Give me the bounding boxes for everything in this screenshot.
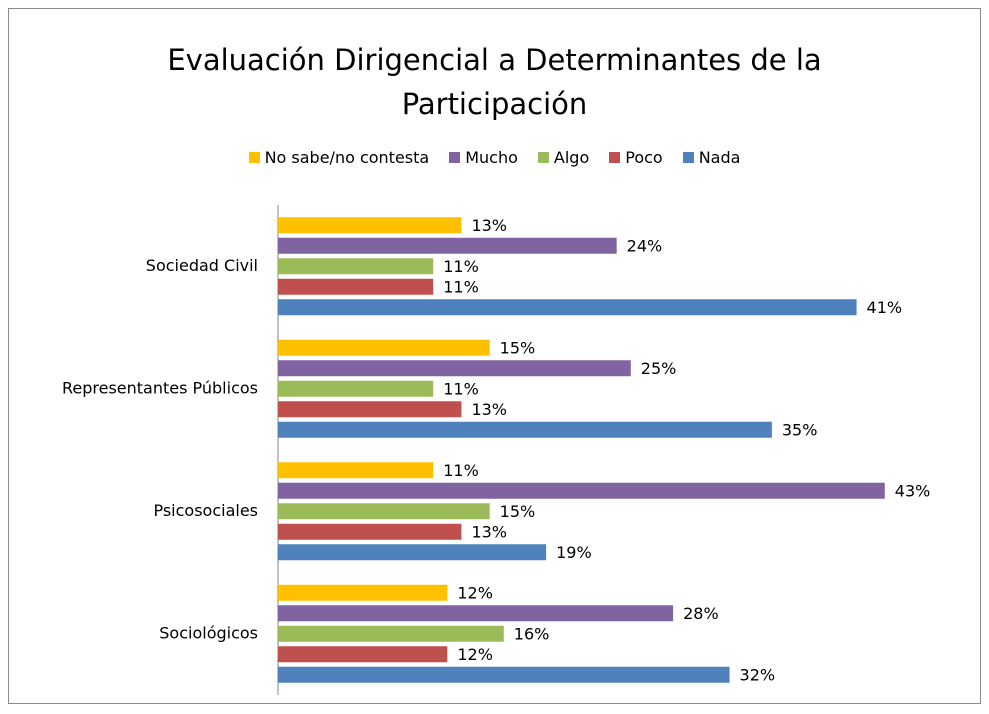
data-label: 41% bbox=[867, 298, 903, 317]
y-tick-label: Sociedad Civil bbox=[146, 256, 258, 275]
data-label: 13% bbox=[471, 216, 507, 235]
data-label: 32% bbox=[740, 665, 776, 684]
bar bbox=[278, 380, 434, 397]
data-label: 15% bbox=[500, 502, 536, 521]
bar bbox=[278, 401, 462, 418]
legend-label: No sabe/no contesta bbox=[264, 148, 430, 167]
bar bbox=[278, 523, 462, 540]
y-tick-label: Representantes Públicos bbox=[62, 378, 258, 397]
bar bbox=[278, 278, 434, 295]
data-label: 11% bbox=[443, 461, 479, 480]
data-label: 19% bbox=[556, 543, 592, 562]
y-tick-label: Psicosociales bbox=[153, 501, 258, 520]
bar bbox=[278, 584, 448, 601]
bar bbox=[278, 299, 857, 316]
bar bbox=[278, 482, 885, 499]
data-label: 15% bbox=[500, 338, 536, 357]
data-label: 12% bbox=[457, 645, 493, 664]
y-tick-label: Sociológicos bbox=[159, 623, 258, 642]
legend: No sabe/no contesta Mucho Algo Poco Nada bbox=[0, 148, 989, 167]
data-label: 28% bbox=[683, 604, 719, 623]
bar bbox=[278, 217, 462, 234]
data-label: 13% bbox=[471, 400, 507, 419]
data-label: 16% bbox=[514, 624, 550, 643]
bar bbox=[278, 625, 504, 642]
data-label: 35% bbox=[782, 420, 818, 439]
data-label: 43% bbox=[895, 481, 931, 500]
data-label: 25% bbox=[641, 359, 677, 378]
data-label: 11% bbox=[443, 257, 479, 276]
legend-label: Algo bbox=[553, 148, 590, 167]
bar bbox=[278, 462, 434, 479]
legend-item: Algo bbox=[537, 148, 590, 167]
bar bbox=[278, 605, 674, 622]
legend-item: No sabe/no contesta bbox=[248, 148, 430, 167]
data-label: 24% bbox=[627, 236, 663, 255]
bar bbox=[278, 503, 490, 520]
chart-border bbox=[8, 8, 981, 704]
legend-label: Mucho bbox=[465, 148, 518, 167]
data-label: 13% bbox=[471, 522, 507, 541]
legend-swatch bbox=[609, 152, 621, 163]
data-label: 11% bbox=[443, 277, 479, 296]
bar bbox=[278, 544, 547, 561]
legend-item: Poco bbox=[609, 148, 663, 167]
chart-title: Evaluación Dirigencial a Determinantes d… bbox=[167, 43, 822, 121]
data-label: 11% bbox=[443, 379, 479, 398]
legend-swatch bbox=[248, 152, 260, 163]
legend-swatch bbox=[682, 152, 694, 163]
bar bbox=[278, 421, 772, 438]
data-label: 12% bbox=[457, 583, 493, 602]
legend-item: Nada bbox=[682, 148, 741, 167]
legend-label: Nada bbox=[698, 148, 741, 167]
legend-label: Poco bbox=[625, 148, 663, 167]
legend-item: Mucho bbox=[449, 148, 518, 167]
bar bbox=[278, 258, 434, 275]
bar bbox=[278, 339, 490, 356]
bar bbox=[278, 646, 448, 663]
legend-swatch bbox=[449, 152, 461, 163]
bar bbox=[278, 666, 730, 683]
bar bbox=[278, 360, 631, 377]
legend-swatch bbox=[537, 152, 549, 163]
bar bbox=[278, 237, 617, 254]
